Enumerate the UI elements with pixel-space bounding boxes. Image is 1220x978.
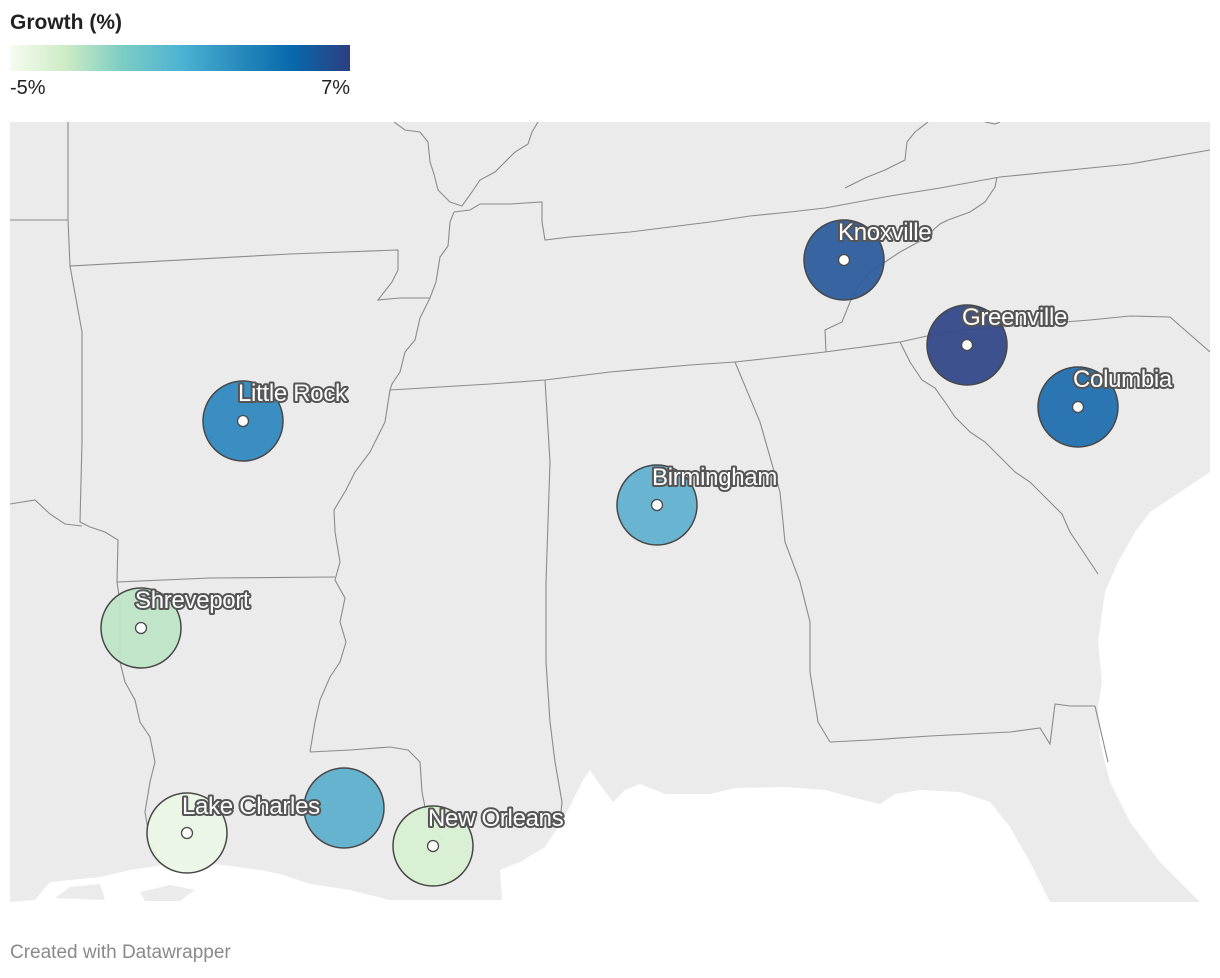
city-marker-columbia bbox=[1071, 400, 1085, 414]
legend-max-label: 7% bbox=[321, 77, 350, 99]
city-bubble-little-rock[interactable] bbox=[202, 380, 284, 462]
city-label-greenville: Greenville bbox=[962, 304, 1067, 331]
island bbox=[140, 885, 195, 901]
city-bubble-birmingham[interactable] bbox=[616, 464, 698, 546]
city-marker-knoxville bbox=[837, 253, 851, 267]
city-bubble-greenville[interactable] bbox=[926, 304, 1008, 386]
city-marker-shreveport bbox=[134, 621, 148, 635]
city-label-knoxville: Knoxville bbox=[838, 219, 931, 246]
city-marker-greenville bbox=[960, 338, 974, 352]
city-label-birmingham: Birmingham bbox=[652, 464, 777, 491]
city-label-lake-charles: Lake Charles bbox=[182, 793, 320, 820]
city-bubble-baton-rouge[interactable] bbox=[303, 767, 385, 849]
city-circle-baton-rouge[interactable] bbox=[303, 767, 385, 849]
legend-title: Growth (%) bbox=[10, 11, 122, 34]
map-area[interactable]: Knoxville Greenville Columbia Little Rock Bi… bbox=[10, 122, 1210, 902]
land-mass bbox=[10, 122, 1210, 902]
footer-credit: Created with Datawrapper bbox=[10, 942, 231, 963]
city-marker-birmingham bbox=[650, 498, 664, 512]
cities-layer bbox=[100, 219, 1119, 887]
city-label-shreveport: Shreveport bbox=[135, 587, 250, 614]
city-bubble-knoxville[interactable] bbox=[803, 219, 885, 301]
map-svg: Knoxville Greenville Columbia Little Rock Bi… bbox=[10, 122, 1210, 902]
city-marker-new-orleans bbox=[426, 839, 440, 853]
city-label-little-rock: Little Rock bbox=[238, 380, 348, 407]
city-bubble-lake-charles[interactable] bbox=[146, 792, 228, 874]
city-bubble-shreveport[interactable] bbox=[100, 587, 182, 669]
legend-min-label: -5% bbox=[10, 77, 46, 99]
labels-layer: Knoxville Greenville Columbia Little Rock Bi… bbox=[133, 217, 1175, 834]
legend-color-scale bbox=[10, 45, 350, 71]
legend: Growth (%) -5% 7% bbox=[10, 8, 350, 100]
city-label-columbia: Columbia bbox=[1073, 366, 1173, 393]
city-marker-lake-charles bbox=[180, 826, 194, 840]
city-marker-little-rock bbox=[236, 414, 250, 428]
city-bubble-new-orleans[interactable] bbox=[392, 805, 474, 887]
city-label-new-orleans: New Orleans bbox=[428, 805, 564, 832]
island bbox=[55, 884, 105, 900]
city-bubble-columbia[interactable] bbox=[1037, 366, 1119, 448]
